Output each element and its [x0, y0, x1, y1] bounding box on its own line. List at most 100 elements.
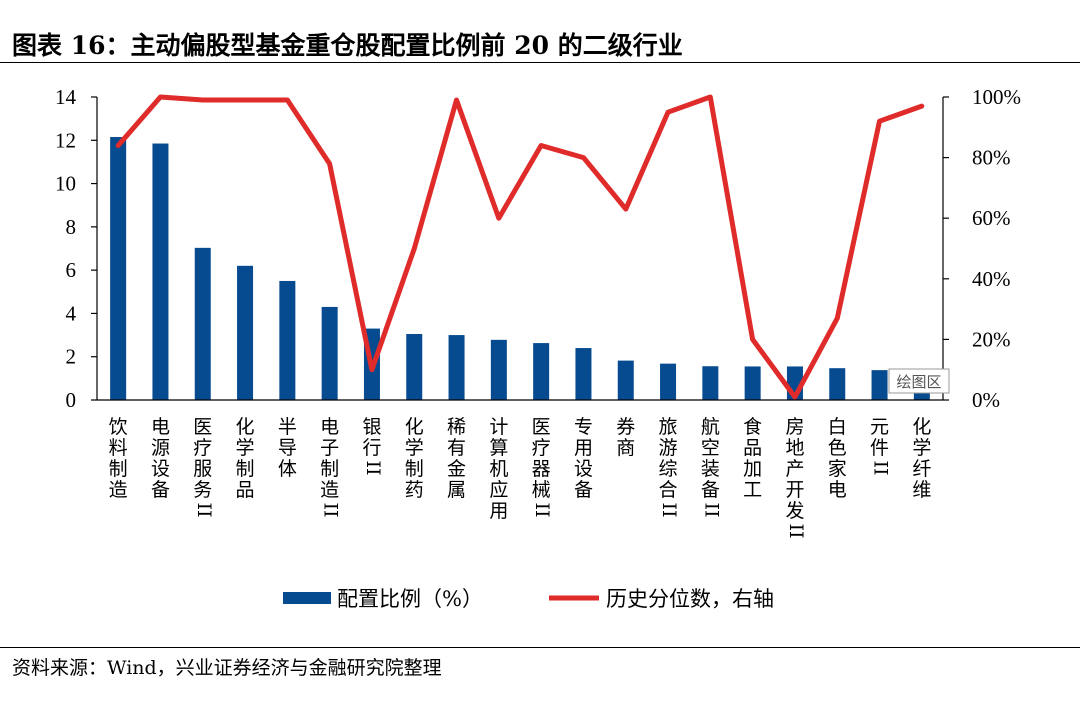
category-glyph: 开	[785, 479, 804, 501]
category-glyph: 药	[405, 479, 424, 501]
category-glyph: 源	[151, 437, 170, 459]
category-glyph: 专	[574, 416, 593, 438]
category-glyph: 化	[236, 416, 255, 438]
category-glyph: 元	[870, 416, 889, 438]
category-label-5: 半导体	[278, 416, 297, 480]
category-glyph: 品	[236, 479, 255, 501]
category-glyph: 应	[489, 479, 508, 501]
category-glyph: 用	[489, 500, 508, 522]
axes	[96, 97, 944, 401]
category-glyph: 产	[785, 458, 804, 480]
legend-line-label: 历史分位数，右轴	[606, 587, 774, 611]
category-glyph: II	[320, 502, 342, 517]
category-glyph: 银	[362, 416, 381, 438]
category-glyph: 品	[743, 437, 762, 459]
legend-bar-label: 配置比例（%）	[337, 587, 483, 611]
category-glyph: 疗	[532, 437, 551, 459]
category-glyph: 半	[278, 416, 297, 438]
tooltip-box	[888, 368, 950, 394]
category-glyph: 食	[743, 416, 762, 438]
category-glyph: 合	[659, 479, 678, 501]
category-label-13: 券商	[616, 416, 635, 459]
bar-13	[617, 360, 634, 400]
bar-8	[406, 333, 423, 400]
right-tick-label: 60%	[972, 206, 1011, 230]
category-glyph: 属	[447, 479, 466, 501]
right-tick-label: 40%	[972, 267, 1011, 291]
category-glyph: 器	[532, 458, 551, 480]
category-glyph: 服	[193, 458, 212, 480]
category-glyph: 综	[659, 458, 678, 480]
category-glyph: 发	[785, 500, 804, 522]
category-glyph: 学	[236, 437, 255, 459]
category-glyph: II	[658, 502, 680, 517]
category-glyph: 工	[743, 479, 762, 501]
category-glyph: 用	[574, 437, 593, 459]
category-glyph: 械	[532, 479, 551, 501]
left-tick-label: 0	[66, 388, 77, 412]
category-glyph: 家	[828, 458, 847, 480]
category-glyph: II	[193, 502, 215, 517]
bar-14	[660, 363, 677, 400]
category-glyph: 备	[574, 479, 593, 501]
category-glyph: 医	[532, 416, 551, 438]
legend-bar-swatch	[283, 592, 331, 604]
category-glyph: 学	[405, 437, 424, 459]
category-glyph: II	[870, 460, 892, 475]
left-tick-label: 14	[55, 85, 77, 109]
category-glyph: 学	[912, 437, 931, 459]
source-note: 资料来源：Wind，兴业证券经济与金融研究院整理	[12, 657, 442, 679]
category-glyph: 维	[912, 479, 931, 501]
tooltip-text: 绘图区	[896, 373, 941, 391]
bar-4	[237, 265, 254, 400]
right-tick-label: 80%	[972, 146, 1011, 170]
bar-10	[490, 339, 507, 400]
title-divider	[0, 62, 1080, 63]
left-tick-label: 4	[66, 301, 77, 325]
category-glyph: 制	[109, 458, 128, 480]
bar-3	[194, 247, 211, 400]
category-glyph: 行	[362, 437, 381, 459]
bar-6	[321, 306, 338, 400]
category-glyph: 备	[701, 479, 720, 501]
category-glyph: 装	[701, 458, 720, 480]
category-glyph: 造	[320, 479, 339, 501]
category-glyph: 纤	[912, 458, 931, 480]
left-tick-label: 2	[66, 345, 77, 369]
category-glyph: 电	[828, 479, 847, 501]
category-glyph: 料	[109, 437, 128, 459]
category-glyph: 色	[828, 437, 847, 459]
category-glyph: 金	[447, 458, 466, 480]
right-tick-label: 20%	[972, 327, 1011, 351]
category-glyph: 制	[405, 458, 424, 480]
category-glyph: 医	[193, 416, 212, 438]
category-glyph: 件	[870, 437, 889, 459]
right-axis-ticks: 0% 20% 40% 60% 80% 100%	[943, 85, 1021, 412]
category-glyph: 旅	[659, 416, 678, 438]
right-tick-label: 0%	[972, 388, 1000, 412]
chart-title: 图表 16：主动偏股型基金重仓股配置比例前 20 的二级行业	[12, 31, 683, 60]
category-glyph: II	[531, 502, 553, 517]
left-tick-label: 12	[55, 128, 76, 152]
bar-5	[279, 280, 296, 400]
bar-18	[829, 368, 846, 400]
category-labels: 饮料制造电源设备医疗服务II化学制品半导体电子制造II银行II化学制药稀有金属计…	[109, 416, 932, 539]
category-glyph: 制	[236, 458, 255, 480]
bar-1	[110, 137, 127, 400]
category-glyph: 务	[193, 479, 212, 501]
